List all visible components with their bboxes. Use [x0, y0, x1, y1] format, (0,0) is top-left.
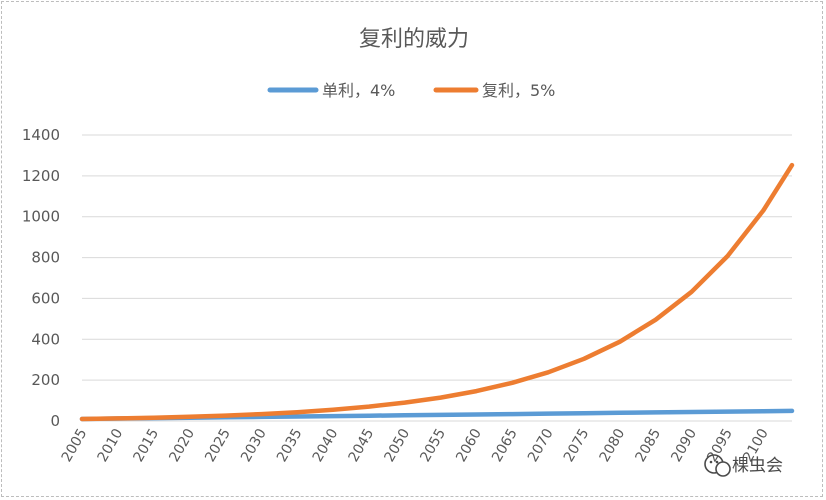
x-tick-label: 2080 [597, 426, 629, 465]
y-tick-label: 1000 [22, 208, 60, 226]
series-line-compound [79, 162, 795, 422]
y-tick-label: 400 [31, 330, 60, 348]
x-tick-label: 2085 [633, 426, 665, 465]
wechat-icon [704, 454, 731, 477]
x-tick-label: 2060 [453, 426, 485, 465]
watermark-text: 棵虫会 [732, 456, 783, 476]
series-lines [79, 162, 795, 422]
gridlines [82, 134, 792, 422]
x-axis-ticks: 2005 2010 2015 2020 2025 2030 2035 2040 2045 2050… [59, 426, 772, 465]
y-tick-label: 0 [50, 412, 60, 430]
x-tick-label: 2090 [668, 426, 700, 465]
x-tick-label: 2025 [202, 426, 234, 465]
x-tick-label: 2050 [382, 426, 414, 465]
x-tick-label: 2040 [310, 426, 342, 465]
y-tick-label: 200 [31, 371, 60, 389]
x-tick-label: 2015 [131, 426, 163, 465]
y-tick-label: 1200 [22, 167, 60, 185]
x-tick-label: 2030 [238, 426, 270, 465]
x-tick-label: 2065 [489, 426, 521, 465]
x-tick-label: 2035 [274, 426, 306, 465]
legend-label-simple: 单利，4% [322, 81, 395, 100]
legend-label-compound: 复利，5% [482, 81, 555, 100]
y-tick-label: 1400 [22, 126, 60, 144]
x-tick-label: 2075 [561, 426, 593, 465]
x-tick-label: 2070 [525, 426, 557, 465]
y-axis-ticks: 0 200 400 600 800 1000 1200 1400 [22, 126, 60, 430]
chart-title: 复利的威力 [359, 27, 469, 52]
y-tick-label: 600 [31, 289, 60, 307]
x-tick-label: 2055 [417, 426, 449, 465]
y-tick-label: 800 [31, 249, 60, 267]
x-tick-label: 2020 [166, 426, 198, 465]
legend: 单利，4% 复利，5% [267, 81, 555, 100]
x-tick-label: 2005 [59, 426, 91, 465]
watermark: 棵虫会 [704, 454, 783, 477]
x-tick-label: 2045 [346, 426, 378, 465]
x-tick-label: 2010 [95, 426, 127, 465]
